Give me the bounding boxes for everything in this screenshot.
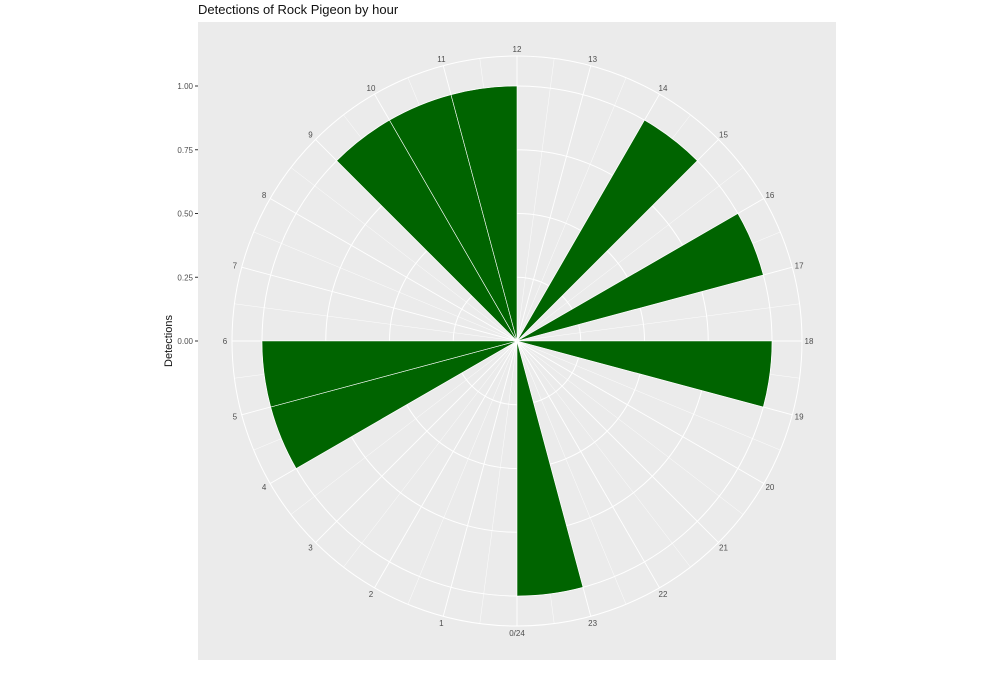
y-tick-label-4: 1.00 bbox=[177, 82, 193, 91]
grid-minor-spoke-15 bbox=[516, 167, 744, 342]
y-tick-label-2: 0.50 bbox=[177, 210, 193, 219]
grid-minor-spoke-17 bbox=[516, 303, 800, 342]
bar-hour-11 bbox=[450, 85, 518, 342]
chart-title: Detections of Rock Pigeon by hour bbox=[198, 2, 399, 17]
bar-hour-14 bbox=[516, 119, 698, 342]
y-tick-label-0: 0.00 bbox=[177, 337, 193, 346]
hour-label-12: 12 bbox=[513, 45, 522, 54]
hour-labels: 0/24123456789101112131415161718192021222… bbox=[223, 45, 814, 638]
grid-minor-spoke-1 bbox=[407, 340, 518, 605]
grid-minor-spoke-7 bbox=[253, 231, 518, 342]
bar-hour-23 bbox=[516, 340, 584, 597]
grid-minor-spoke-2 bbox=[343, 340, 518, 568]
hour-label-7: 7 bbox=[233, 261, 238, 270]
hour-label-23: 23 bbox=[588, 619, 597, 628]
hour-label-1: 1 bbox=[439, 619, 444, 628]
hour-label-10: 10 bbox=[367, 84, 376, 93]
hour-label-6: 6 bbox=[223, 337, 228, 346]
radial-axis: 0.00 0.25 0.50 0.75 1.00 bbox=[177, 82, 198, 346]
hour-label-17: 17 bbox=[795, 261, 804, 270]
hour-label-9: 9 bbox=[308, 131, 313, 140]
bar-hour-16 bbox=[516, 213, 764, 342]
hour-label-20: 20 bbox=[765, 483, 774, 492]
grid-minor-spoke-3 bbox=[290, 340, 518, 515]
hour-label-5: 5 bbox=[233, 413, 238, 422]
hour-label-0/24: 0/24 bbox=[509, 629, 525, 638]
grid-minor-spoke-12 bbox=[516, 58, 555, 342]
grid-minor-spoke-0 bbox=[479, 340, 518, 624]
bar-hour-5 bbox=[261, 340, 518, 408]
hour-label-15: 15 bbox=[719, 131, 728, 140]
y-axis-title: Detections bbox=[163, 315, 175, 367]
hour-label-22: 22 bbox=[659, 590, 668, 599]
grid-spoke-20 bbox=[516, 340, 765, 484]
grid-spoke-2 bbox=[374, 340, 518, 589]
hour-label-4: 4 bbox=[262, 483, 267, 492]
grid-minor-spoke-8 bbox=[290, 167, 518, 342]
hour-label-3: 3 bbox=[308, 544, 313, 553]
bar-layer bbox=[261, 85, 773, 597]
hour-label-14: 14 bbox=[659, 84, 668, 93]
hour-label-13: 13 bbox=[588, 55, 597, 64]
grid-spoke-22 bbox=[516, 340, 660, 589]
hour-label-11: 11 bbox=[437, 55, 446, 64]
grid-spoke-1 bbox=[442, 340, 518, 617]
grid-spoke-21 bbox=[516, 340, 719, 543]
grid-minor-spoke-22 bbox=[516, 340, 627, 605]
hour-label-16: 16 bbox=[765, 191, 774, 200]
grid-minor-spoke-19 bbox=[516, 340, 781, 451]
grid-minor-spoke-20 bbox=[516, 340, 744, 515]
hour-label-21: 21 bbox=[719, 544, 728, 553]
grid-spoke-8 bbox=[269, 198, 518, 342]
hour-label-19: 19 bbox=[795, 413, 804, 422]
grid-spoke-3 bbox=[315, 340, 518, 543]
bar-hour-18 bbox=[516, 340, 773, 408]
hour-label-2: 2 bbox=[369, 590, 374, 599]
hour-label-18: 18 bbox=[805, 337, 814, 346]
y-tick-label-3: 0.75 bbox=[177, 146, 193, 155]
grid-minor-spoke-6 bbox=[234, 303, 518, 342]
grid-minor-spoke-13 bbox=[516, 77, 627, 342]
grid-spoke-7 bbox=[241, 266, 518, 342]
grid-minor-spoke-21 bbox=[516, 340, 691, 568]
hour-label-8: 8 bbox=[262, 191, 267, 200]
y-tick-label-1: 0.25 bbox=[177, 273, 193, 282]
grid-spoke-13 bbox=[516, 65, 592, 342]
